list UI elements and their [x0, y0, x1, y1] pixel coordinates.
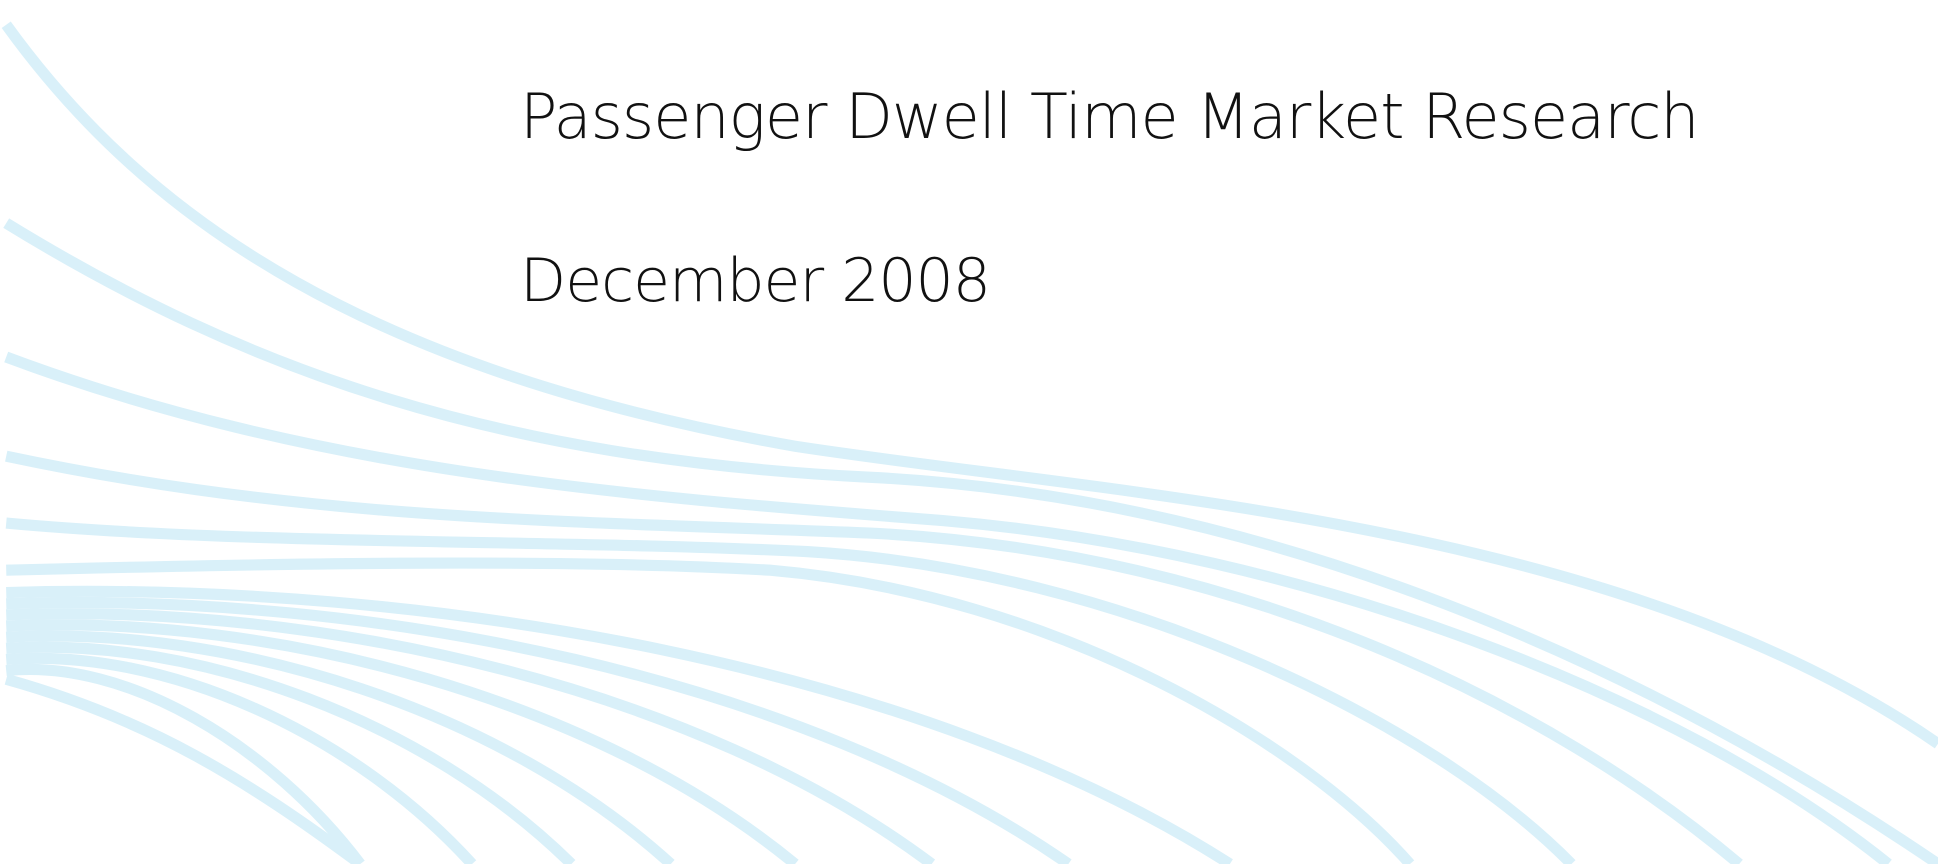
decorative-curve — [5, 663, 365, 864]
decorative-curve — [5, 619, 799, 864]
decorative-curve — [6, 596, 1072, 864]
decorative-curve — [4, 351, 1892, 864]
decorative-curve — [3, 218, 1938, 864]
decorative-curve — [6, 585, 1233, 864]
decorative-curve — [6, 557, 1415, 864]
decorative-curve — [5, 517, 1576, 864]
document-title: Passenger Dwell Time Market Research — [520, 80, 1700, 153]
document-date: December 2008 — [520, 246, 991, 316]
decorative-curve — [5, 652, 477, 864]
decorative-curve — [4, 673, 364, 864]
decorative-curve — [5, 630, 675, 864]
decorative-curve — [5, 608, 936, 864]
decorative-curve — [5, 450, 1743, 864]
decorative-curve — [5, 641, 576, 864]
decorative-curve — [1, 21, 1938, 749]
